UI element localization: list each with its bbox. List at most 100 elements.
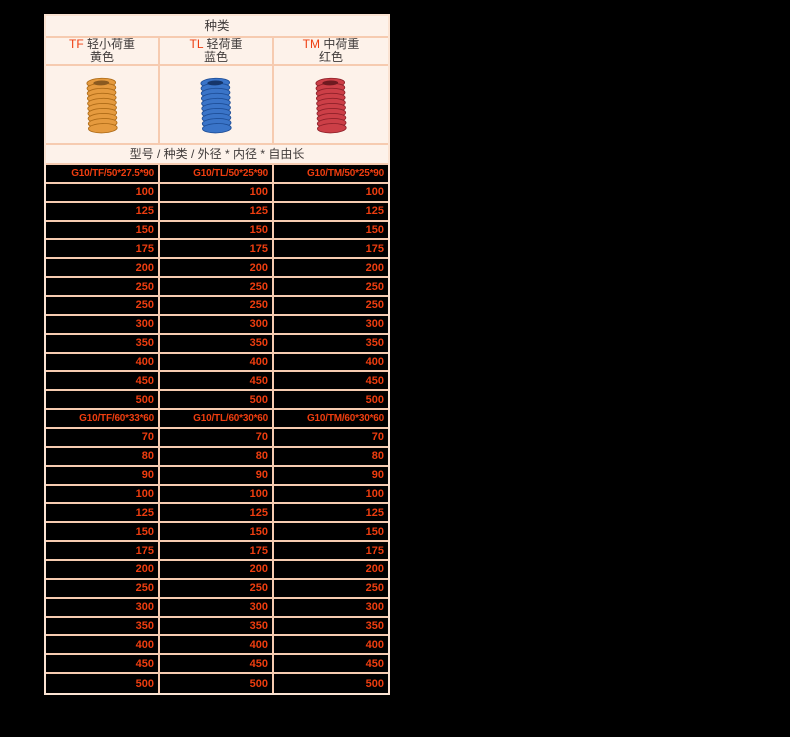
- length-row: 100 100 100: [46, 183, 388, 203]
- length-cell: 175: [160, 542, 274, 560]
- spring-spec-table: 种类 TF 轻小荷重 黄色 TL 轻荷重 蓝色 TM 中荷重 红色 型号 / 种类 / 外…: [44, 14, 390, 696]
- length-cell: 175: [160, 240, 274, 258]
- length-row: 450 450 450: [46, 655, 388, 675]
- length-cell: 80: [46, 447, 160, 465]
- length-cell: 250: [365, 299, 384, 312]
- length-row: 90 90 90: [46, 466, 388, 486]
- length-cell: 500: [160, 391, 274, 409]
- length-row: 125 125 125: [46, 504, 388, 524]
- length-row: 70 70 70: [46, 429, 388, 448]
- length-row: 175 175 175: [46, 240, 388, 260]
- length-cell: 450: [365, 374, 384, 387]
- length-cell: 125: [46, 202, 160, 220]
- spring-image-cell-tl: [160, 66, 274, 143]
- length-cell: 350: [160, 617, 274, 635]
- length-cell: 500: [160, 674, 274, 694]
- length-cell: 250: [365, 582, 384, 595]
- length-cell: 350: [365, 620, 384, 633]
- type-load-label: 轻荷重: [206, 38, 243, 51]
- type-load-label: 中荷重: [323, 38, 360, 51]
- length-cell: 300: [365, 318, 384, 331]
- length-cell: 125: [160, 202, 274, 220]
- length-cell: 400: [46, 353, 160, 371]
- length-cell: 450: [46, 372, 160, 390]
- type-header-tf: TF 轻小荷重 黄色: [46, 38, 160, 64]
- length-cell: 175: [46, 240, 160, 258]
- length-cell: 450: [160, 372, 274, 390]
- spring-image-row: [46, 66, 388, 145]
- model-cell: G10/TL/50*25*90: [160, 165, 274, 182]
- length-cell: 125: [46, 504, 160, 522]
- type-load-line: TL 轻荷重: [190, 38, 243, 51]
- length-cell: 200: [46, 561, 160, 578]
- length-row: 300 300 300: [46, 315, 388, 335]
- length-cell: 200: [365, 261, 384, 274]
- length-row: 250 250 250: [46, 579, 388, 599]
- length-cell: 150: [46, 523, 160, 541]
- length-cell: 250: [160, 579, 274, 597]
- model-cell: G10/TL/60*30*60: [160, 410, 274, 428]
- spring-image-cell-tm: [274, 66, 388, 143]
- model-row: G10/TF/60*33*60 G10/TL/60*30*60 G10/TM/60*…: [46, 410, 388, 430]
- length-cell: 200: [365, 563, 384, 576]
- length-row: 350 350 350: [46, 334, 388, 354]
- length-cell: 350: [46, 334, 160, 352]
- length-cell: 200: [160, 259, 274, 277]
- length-cell: 500: [365, 393, 384, 406]
- length-cell: 350: [160, 334, 274, 352]
- length-cell: 150: [160, 523, 274, 541]
- length-cell: 175: [365, 242, 384, 255]
- length-row: 500 500 500: [46, 391, 388, 411]
- length-cell: 450: [365, 657, 384, 670]
- length-cell: 150: [160, 221, 274, 239]
- length-cell: 350: [46, 617, 160, 635]
- type-code-label: TM: [302, 38, 320, 51]
- data-rows-container: G10/TF/50*27.5*90 G10/TL/50*25*90 G10/TM/5…: [46, 165, 388, 694]
- length-row: 200 200 200: [46, 259, 388, 279]
- type-code-label: TF: [68, 38, 84, 51]
- length-cell: 150: [365, 224, 384, 236]
- spring-image-cell-tf: [46, 66, 160, 143]
- type-header-row: TF 轻小荷重 黄色 TL 轻荷重 蓝色 TM 中荷重 红色: [46, 38, 388, 66]
- length-row: 400 400 400: [46, 353, 388, 373]
- type-code-label: TL: [189, 38, 204, 51]
- length-cell: 125: [160, 504, 274, 522]
- model-row: G10/TF/50*27.5*90 G10/TL/50*25*90 G10/TM/5…: [46, 165, 388, 184]
- length-cell: 250: [46, 579, 160, 597]
- length-row: 400 400 400: [46, 636, 388, 656]
- length-cell: 100: [160, 485, 274, 503]
- length-cell: 125: [365, 506, 384, 519]
- length-cell: 400: [365, 356, 384, 369]
- length-cell: 250: [46, 278, 160, 296]
- length-cell: 250: [365, 280, 384, 293]
- length-cell: 90: [160, 466, 274, 484]
- length-cell: 400: [365, 638, 384, 651]
- length-cell: 70: [160, 429, 274, 446]
- type-color-name-label: 红色: [318, 50, 343, 64]
- spring-illustration-tl-icon: [200, 77, 232, 134]
- length-cell: 150: [46, 221, 160, 239]
- type-color-name-label: 蓝色: [203, 50, 228, 64]
- length-cell: 70: [371, 431, 384, 444]
- length-cell: 250: [46, 297, 160, 314]
- length-cell: 300: [365, 601, 384, 614]
- length-cell: 350: [365, 337, 384, 350]
- length-cell: 80: [160, 447, 274, 465]
- length-row: 175 175 175: [46, 542, 388, 562]
- length-cell: 400: [160, 353, 274, 371]
- type-load-label: 轻小荷重: [87, 38, 136, 51]
- length-cell: 500: [46, 674, 160, 694]
- length-cell: 500: [46, 391, 160, 409]
- length-cell: 175: [365, 544, 384, 557]
- length-cell: 150: [365, 525, 384, 538]
- length-cell: 100: [46, 183, 160, 201]
- length-row: 500 500 500: [46, 674, 388, 694]
- length-row: 150 150 150: [46, 523, 388, 543]
- type-color-name-label: 黄色: [89, 50, 114, 64]
- model-cell: G10/TF/60*33*60: [46, 410, 160, 428]
- length-row: 100 100 100: [46, 485, 388, 505]
- length-cell: 70: [46, 429, 160, 446]
- length-cell: 80: [371, 450, 384, 463]
- length-cell: 175: [46, 542, 160, 560]
